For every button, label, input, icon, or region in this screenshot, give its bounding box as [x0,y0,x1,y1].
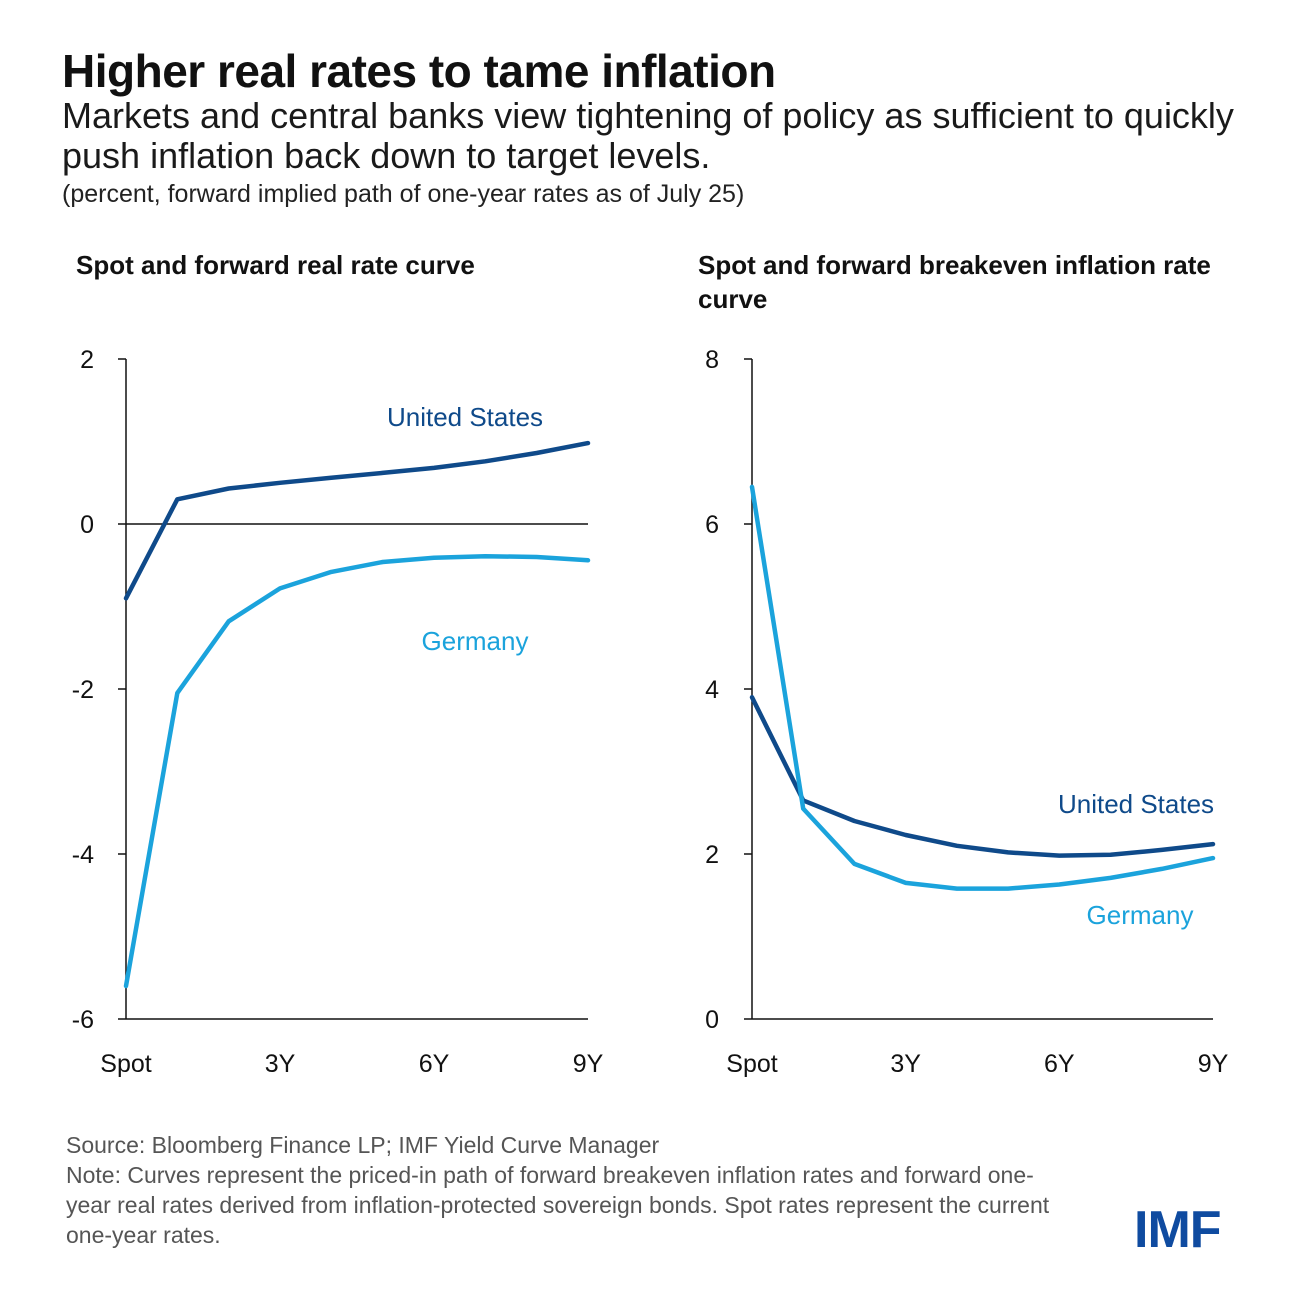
page-title: Higher real rates to tame inflation [62,45,776,97]
x-tick-label: 3Y [265,1050,296,1078]
y-tick-label: 0 [705,1006,719,1034]
right-chart-title: Spot and forward breakeven inflation rat… [698,250,1211,314]
x-tick-label: 6Y [1044,1050,1075,1078]
x-tick-label: 6Y [419,1050,450,1078]
y-tick-label: 0 [80,511,94,539]
y-tick-label: -2 [72,676,94,704]
footnote: Source: Bloomberg Finance LP; IMF Yield … [66,1130,1076,1250]
series-label-germany: Germany [1087,900,1194,930]
units-note: (percent, forward implied path of one-ye… [62,180,745,208]
left-chart-title: Spot and forward real rate curve [76,250,475,280]
imf-logo: IMF [1134,1201,1222,1259]
series-label-united-states: United States [387,402,543,432]
y-tick-label: 8 [705,346,719,374]
source-text: Source: Bloomberg Finance LP; IMF Yield … [66,1132,660,1158]
y-tick-label: 6 [705,511,719,539]
y-tick-label: 4 [705,676,719,704]
y-tick-label: 2 [80,346,94,374]
series-line-united-states [749,695,1216,858]
x-tick-label: Spot [726,1050,777,1078]
series-line-germany [123,553,591,989]
y-tick-label: -6 [72,1006,94,1034]
series-line-united-states [123,440,591,601]
x-tick-label: 9Y [573,1050,604,1078]
page-subtitle: Markets and central banks view tightenin… [62,95,1234,176]
series-line-germany [749,484,1216,891]
x-tick-label: 3Y [890,1050,921,1078]
series-label-united-states: United States [1058,789,1214,819]
x-tick-label: 9Y [1198,1050,1229,1078]
y-tick-label: 2 [705,841,719,869]
x-tick-label: Spot [100,1050,151,1078]
y-tick-label: -4 [72,841,94,869]
series-label-germany: Germany [422,626,529,656]
note-text: Note: Curves represent the priced-in pat… [66,1162,1050,1248]
